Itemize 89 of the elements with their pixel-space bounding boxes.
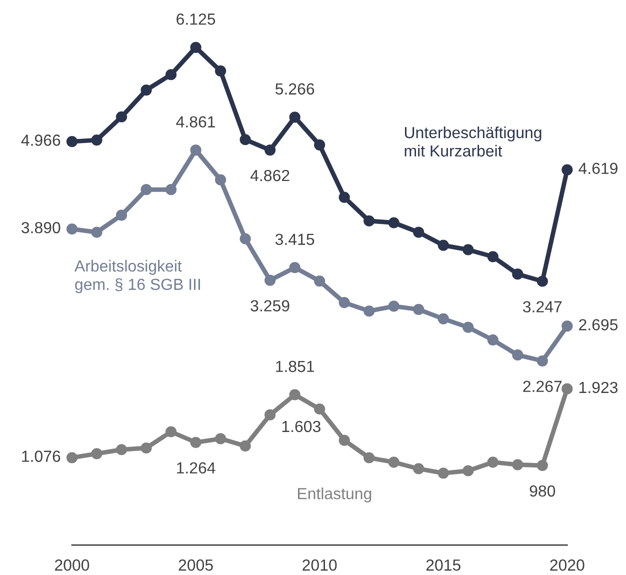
data-label: 4.619	[578, 162, 618, 174]
point	[240, 233, 251, 244]
point	[512, 349, 524, 361]
point	[240, 134, 251, 146]
point	[264, 274, 276, 286]
point	[536, 355, 548, 366]
point	[487, 334, 498, 346]
point	[66, 136, 78, 148]
point	[413, 463, 424, 474]
point	[438, 240, 449, 251]
point	[413, 226, 424, 238]
x-tick-label: 2015	[426, 559, 460, 571]
point	[66, 223, 78, 235]
point	[364, 452, 375, 464]
data-label: 3.259	[250, 300, 290, 312]
point	[165, 69, 177, 80]
point	[91, 226, 102, 238]
point	[116, 210, 128, 221]
point	[289, 389, 300, 400]
point	[264, 144, 276, 156]
point	[214, 174, 226, 186]
data-label: 3.890	[22, 222, 60, 234]
data-label: 4.862	[250, 170, 290, 182]
point	[388, 300, 400, 312]
point	[116, 111, 128, 122]
point	[512, 459, 524, 470]
data-label: 3.415	[275, 234, 314, 246]
point	[190, 144, 202, 156]
point	[536, 460, 548, 472]
point	[165, 184, 177, 196]
point	[240, 440, 251, 452]
point	[562, 320, 573, 332]
point	[214, 433, 226, 444]
point	[413, 304, 424, 316]
data-label: 1.923	[579, 382, 618, 394]
point	[140, 84, 152, 96]
point	[388, 217, 400, 228]
series-label: Entlastung	[298, 488, 372, 502]
data-label: 2.695	[579, 319, 618, 330]
point	[140, 442, 152, 454]
data-label: 980	[530, 485, 556, 497]
data-label: 1.851	[276, 360, 314, 372]
point	[214, 65, 226, 77]
data-label: 2.267	[523, 380, 562, 392]
point	[562, 383, 573, 394]
data-label: 4.861	[176, 116, 215, 128]
x-tick-label: 2010	[302, 559, 337, 571]
point	[314, 139, 326, 150]
point	[364, 215, 375, 226]
series-label: Arbeitslosigkeit gem. § 16 SGB III	[74, 260, 200, 294]
point	[536, 276, 548, 287]
point	[338, 296, 350, 308]
data-label: 1.264	[177, 462, 216, 474]
point	[487, 456, 498, 468]
x-tick-label: 2000	[55, 559, 90, 571]
point	[91, 134, 102, 146]
point	[289, 112, 300, 123]
point	[190, 436, 202, 448]
data-label: 4.966	[21, 134, 60, 146]
series-label: Unterbeschäftigung mit Kurzarbeit	[404, 126, 542, 157]
point	[314, 403, 326, 415]
point	[66, 452, 78, 464]
point	[462, 244, 474, 256]
data-label: 3.247	[523, 301, 562, 312]
x-tick-label: 2020	[550, 559, 584, 571]
point	[562, 164, 573, 176]
data-label: 5.266	[275, 83, 314, 95]
point	[487, 251, 498, 262]
point	[116, 444, 128, 456]
point	[388, 456, 400, 468]
data-label: 6.125	[176, 13, 216, 25]
point	[512, 268, 524, 280]
point	[264, 409, 276, 420]
point	[91, 448, 102, 460]
x-tick-label: 2005	[178, 559, 213, 571]
point	[289, 262, 300, 274]
data-label: 1.076	[22, 450, 60, 462]
point	[338, 192, 350, 203]
point	[462, 465, 474, 476]
point	[165, 426, 177, 438]
point	[462, 322, 474, 333]
point	[338, 434, 350, 446]
point	[190, 42, 202, 53]
data-label: 1.603	[282, 420, 320, 432]
point	[438, 468, 449, 479]
point	[314, 275, 326, 287]
point	[140, 184, 152, 196]
point	[364, 306, 375, 317]
point	[438, 313, 449, 324]
